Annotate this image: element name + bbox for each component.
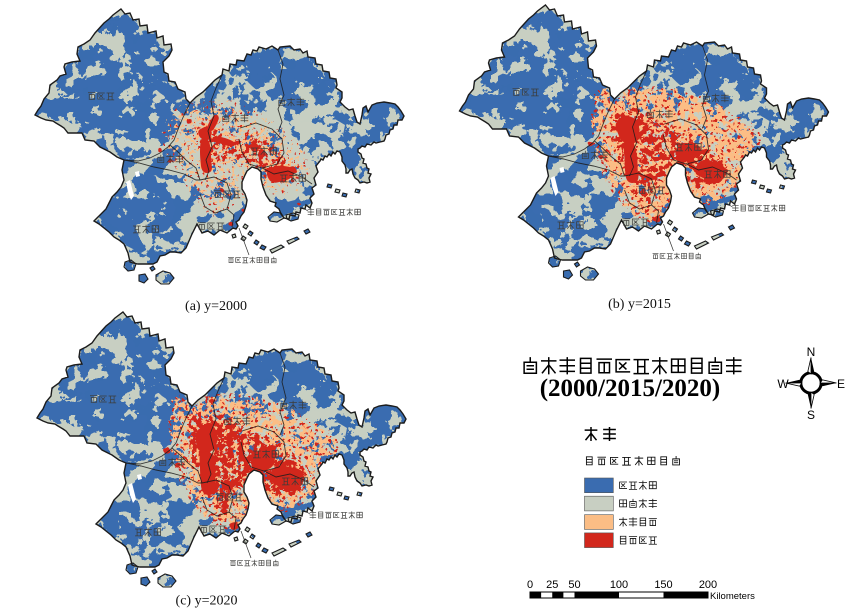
svg-text:N: N — [807, 345, 816, 359]
svg-text:150: 150 — [654, 579, 672, 591]
svg-text:S: S — [807, 408, 815, 422]
svg-text:100: 100 — [610, 579, 628, 591]
svg-text:25: 25 — [546, 579, 558, 591]
svg-text:(a) y=2000: (a) y=2000 — [185, 299, 247, 314]
svg-text:200: 200 — [699, 579, 717, 591]
svg-text:50: 50 — [568, 579, 580, 591]
svg-text:W: W — [777, 377, 789, 391]
svg-text:0: 0 — [527, 579, 533, 591]
svg-text:Kilometers: Kilometers — [710, 591, 755, 602]
svg-text:(2000/2015/2020): (2000/2015/2020) — [540, 375, 721, 402]
svg-text:E: E — [837, 377, 845, 391]
svg-text:(b) y=2015: (b) y=2015 — [608, 297, 671, 312]
svg-text:(c) y=2020: (c) y=2020 — [176, 594, 238, 609]
